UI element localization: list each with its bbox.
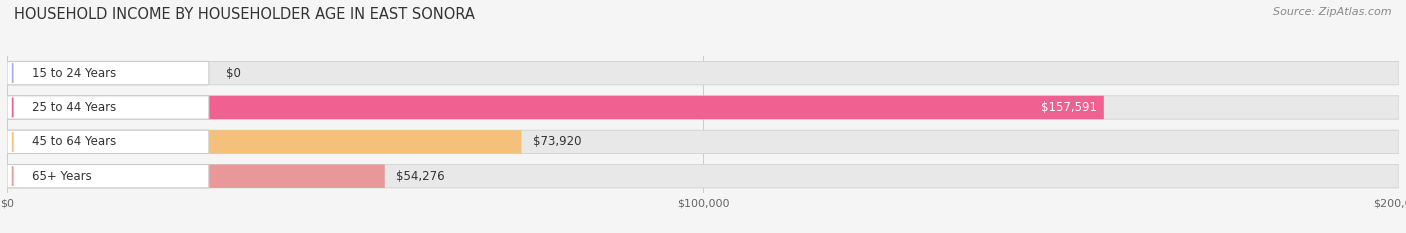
- FancyBboxPatch shape: [7, 164, 1399, 188]
- FancyBboxPatch shape: [7, 130, 209, 154]
- Text: 45 to 64 Years: 45 to 64 Years: [32, 135, 117, 148]
- FancyBboxPatch shape: [7, 62, 209, 85]
- Text: $0: $0: [225, 67, 240, 80]
- FancyBboxPatch shape: [7, 130, 522, 154]
- Text: Source: ZipAtlas.com: Source: ZipAtlas.com: [1274, 7, 1392, 17]
- Text: 25 to 44 Years: 25 to 44 Years: [32, 101, 117, 114]
- FancyBboxPatch shape: [7, 96, 1104, 119]
- FancyBboxPatch shape: [7, 164, 385, 188]
- FancyBboxPatch shape: [7, 96, 209, 119]
- Text: 15 to 24 Years: 15 to 24 Years: [32, 67, 117, 80]
- FancyBboxPatch shape: [7, 130, 1399, 154]
- Text: 65+ Years: 65+ Years: [32, 170, 91, 183]
- Text: $157,591: $157,591: [1040, 101, 1097, 114]
- FancyBboxPatch shape: [7, 96, 1399, 119]
- FancyBboxPatch shape: [7, 164, 209, 188]
- FancyBboxPatch shape: [7, 62, 1399, 85]
- Text: HOUSEHOLD INCOME BY HOUSEHOLDER AGE IN EAST SONORA: HOUSEHOLD INCOME BY HOUSEHOLDER AGE IN E…: [14, 7, 475, 22]
- Text: $73,920: $73,920: [533, 135, 581, 148]
- Text: $54,276: $54,276: [396, 170, 444, 183]
